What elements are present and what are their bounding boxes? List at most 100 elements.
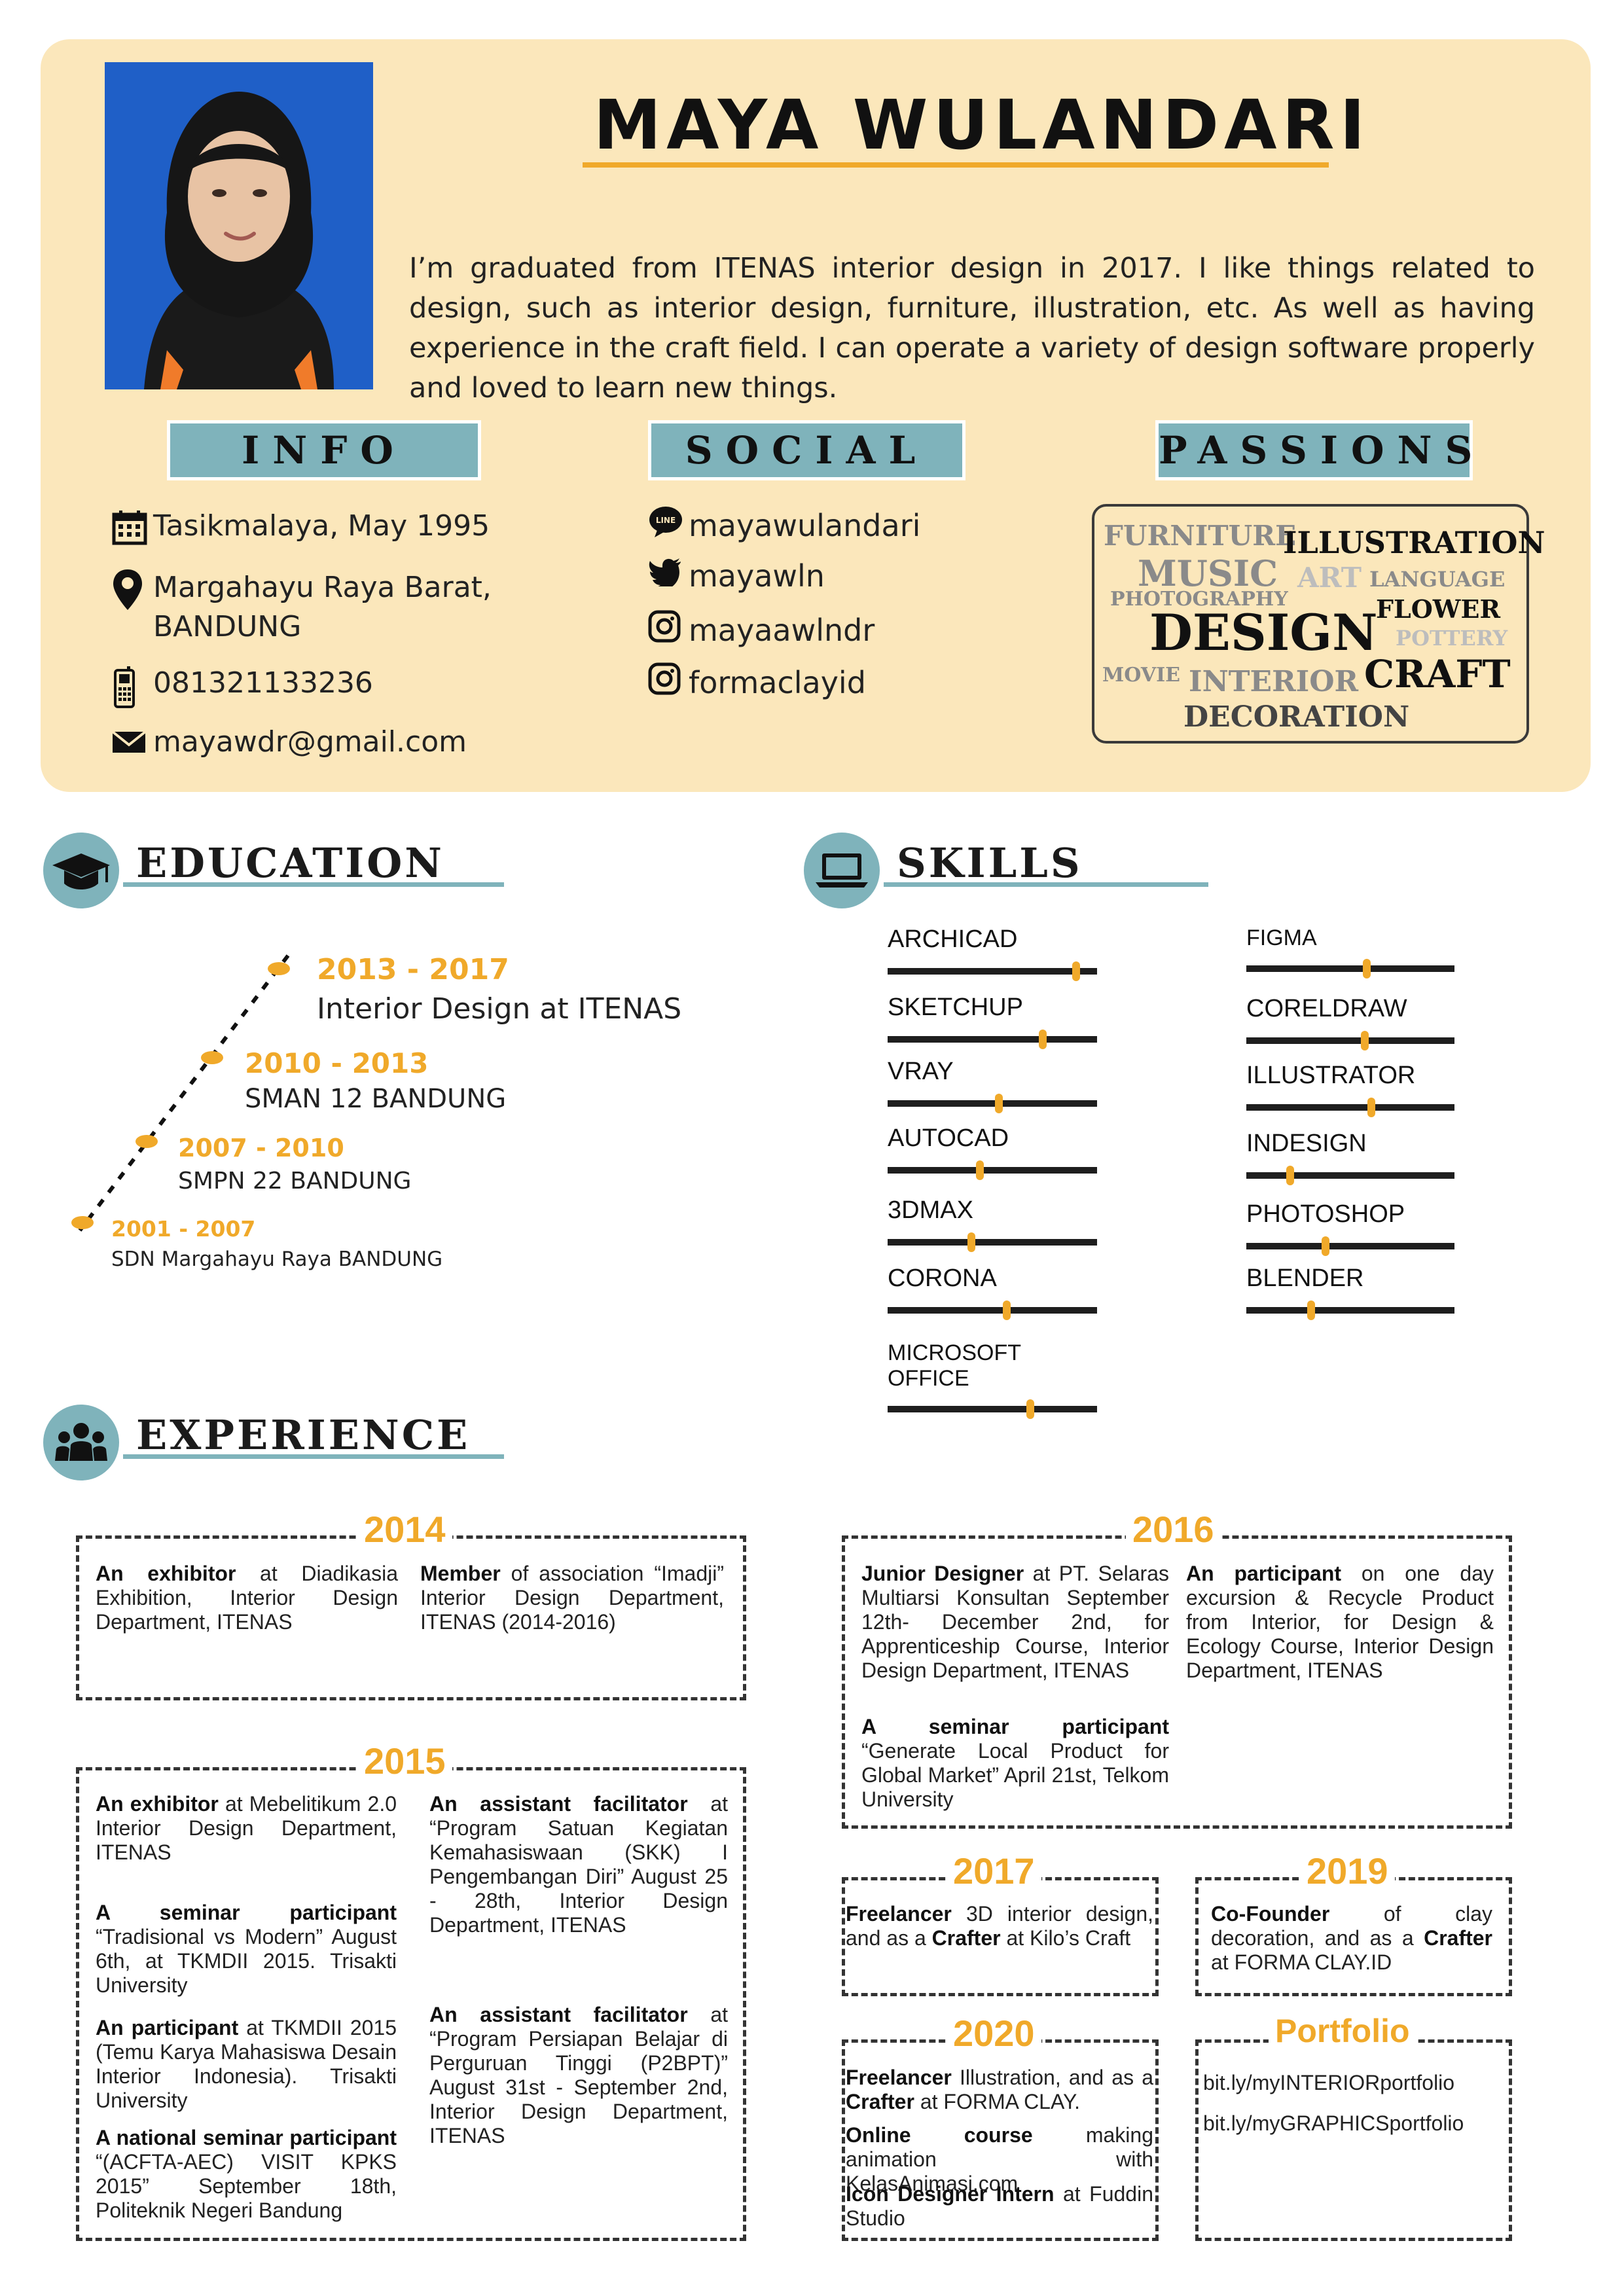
skill-level-marker bbox=[1367, 1098, 1375, 1117]
skill-name: MICROSOFT OFFICE bbox=[888, 1340, 1021, 1391]
skill-name: 3DMAX bbox=[888, 1196, 973, 1224]
skill-name: CORELDRAW bbox=[1246, 995, 1407, 1022]
skill-name: VRAY bbox=[888, 1058, 954, 1085]
experience-entry: An exhibitor at Mebelitikum 2.0 Interior… bbox=[96, 1792, 397, 1864]
experience-entry: An participant at TKMDII 2015 (Temu Kary… bbox=[96, 2016, 397, 2112]
line-badge-text: LINE bbox=[656, 516, 676, 525]
passion-word: LANGUAGE bbox=[1369, 567, 1506, 592]
info-heading: INFO bbox=[167, 420, 481, 480]
skill-level-marker bbox=[1003, 1300, 1011, 1320]
passion-word: MOVIE bbox=[1102, 664, 1180, 687]
experience-year-2019: 2019 bbox=[1300, 1850, 1395, 1892]
passion-word: FURNITURE bbox=[1104, 520, 1297, 552]
info-email: mayawdr@gmail.com bbox=[153, 725, 467, 759]
skill-row: VRAY bbox=[888, 1058, 1097, 1113]
line-app-icon: LINE bbox=[648, 505, 689, 545]
social-line-row: LINE mayawulandari bbox=[648, 505, 920, 545]
education-years: 2007 - 2010 bbox=[178, 1134, 344, 1162]
phone-icon bbox=[111, 666, 153, 717]
instagram-icon bbox=[648, 610, 689, 650]
experience-entry: A seminar participant “Generate Local Pr… bbox=[861, 1715, 1169, 1811]
skill-name: ARCHICAD bbox=[888, 925, 1018, 953]
skill-row: ILLUSTRATOR bbox=[1246, 1062, 1454, 1117]
portfolio-link-graphics[interactable]: bit.ly/myGRAPHICSportfolio bbox=[1203, 2111, 1464, 2135]
skill-level-marker bbox=[1307, 1300, 1315, 1320]
profile-photo bbox=[105, 62, 373, 389]
skill-level-marker bbox=[1363, 959, 1371, 978]
experience-entry: An exhibitor at Diadikasia Exhibition, I… bbox=[96, 1562, 399, 1634]
skill-level-bar bbox=[1246, 959, 1454, 978]
education-school: SDN Margahayu Raya BANDUNG bbox=[111, 1247, 443, 1271]
info-phone-row: 081321133236 bbox=[111, 666, 373, 717]
skill-row: CORELDRAW bbox=[1246, 995, 1454, 1050]
skill-row: BLENDER bbox=[1246, 1265, 1454, 1320]
info-birth: Tasikmalaya, May 1995 bbox=[153, 509, 490, 543]
info-birth-row: Tasikmalaya, May 1995 bbox=[111, 509, 490, 553]
skill-name: ILLUSTRATOR bbox=[1246, 1062, 1416, 1089]
passions-word-cloud: FURNITURE ILLUSTRATION MUSIC ART LANGUAG… bbox=[1092, 504, 1545, 744]
education-title: EDUCATION bbox=[136, 839, 444, 887]
experience-year-2015: 2015 bbox=[357, 1740, 452, 1782]
skill-name: FIGMA bbox=[1246, 925, 1317, 950]
skill-level-bar bbox=[888, 1094, 1097, 1113]
skill-level-marker bbox=[1321, 1236, 1329, 1256]
experience-year-2017: 2017 bbox=[947, 1850, 1041, 1892]
profile-name: MAYA WULANDARI bbox=[593, 85, 1371, 165]
experience-entry: Freelancer 3D interior design, and as a … bbox=[846, 1902, 1153, 1950]
experience-entry: A seminar participant “Tradisional vs Mo… bbox=[96, 1901, 397, 1997]
experience-entry: Junior Designer at PT. Selaras Multiarsi… bbox=[861, 1562, 1170, 1682]
experience-entry: An participant on one day excursion & Re… bbox=[1186, 1562, 1494, 1682]
passion-word: PHOTOGRAPHY bbox=[1110, 588, 1288, 611]
skill-level-bar bbox=[888, 1300, 1097, 1320]
passion-word: CRAFT bbox=[1364, 652, 1511, 696]
location-pin-icon bbox=[111, 568, 153, 622]
skill-row: PHOTOSHOP bbox=[1246, 1200, 1454, 1256]
social-line[interactable]: mayawulandari bbox=[689, 507, 921, 543]
graduation-cap-icon bbox=[52, 853, 110, 889]
twitter-icon bbox=[648, 558, 689, 594]
profile-summary: I’m graduated from ITENAS interior desig… bbox=[409, 252, 1535, 404]
experience-year-2014: 2014 bbox=[357, 1508, 452, 1551]
experience-entry: An assistant facilitator at “Program Per… bbox=[429, 2003, 729, 2147]
skill-name: BLENDER bbox=[1246, 1265, 1364, 1292]
education-timeline-line bbox=[71, 954, 290, 1232]
skill-level-marker bbox=[1072, 961, 1080, 981]
skill-name: INDESIGN bbox=[1246, 1130, 1367, 1157]
skills-title-underline bbox=[884, 882, 1208, 887]
info-address-row: Margahayu Raya Barat, BANDUNG bbox=[111, 568, 492, 647]
social-instagram-row-2: formaclayid bbox=[648, 662, 866, 702]
skill-level-bar bbox=[1246, 1236, 1454, 1256]
skills-title: SKILLS bbox=[897, 839, 1083, 887]
skill-row: CORONA bbox=[888, 1265, 1097, 1320]
laptop-icon bbox=[816, 853, 868, 888]
passion-word: POTTERY bbox=[1396, 626, 1508, 651]
skill-row: FIGMA bbox=[1246, 925, 1454, 978]
portfolio-title: Portfolio bbox=[1269, 2012, 1416, 2050]
skill-level-bar bbox=[888, 961, 1097, 981]
experience-entry: Member of association “Imadji” Interior … bbox=[420, 1562, 724, 1634]
skill-level-bar bbox=[1246, 1031, 1454, 1050]
social-instagram-1[interactable]: mayaawlndr bbox=[689, 612, 875, 648]
education-school: Interior Design at ITENAS bbox=[317, 992, 682, 1026]
portfolio-link-interior[interactable]: bit.ly/myINTERIORportfolio bbox=[1203, 2071, 1455, 2094]
social-instagram-2[interactable]: formaclayid bbox=[689, 664, 866, 700]
name-underline bbox=[583, 162, 1329, 168]
passion-word: DESIGN bbox=[1149, 603, 1378, 662]
skill-row: 3DMAX bbox=[888, 1196, 1097, 1252]
passions-heading: PASSIONS bbox=[1155, 420, 1473, 480]
skill-row: SKETCHUP bbox=[888, 994, 1097, 1049]
skill-name: CORONA bbox=[888, 1265, 997, 1292]
skill-level-marker bbox=[1026, 1399, 1034, 1419]
skills-icon-circle bbox=[804, 833, 880, 908]
skill-level-marker bbox=[1361, 1031, 1369, 1050]
passion-word: ART bbox=[1297, 562, 1362, 594]
skill-row: INDESIGN bbox=[1246, 1130, 1454, 1185]
experience-title-underline bbox=[123, 1454, 504, 1459]
skill-level-bar bbox=[888, 1160, 1097, 1180]
passion-word: DECORATION bbox=[1183, 700, 1410, 734]
experience-title: EXPERIENCE bbox=[136, 1411, 471, 1459]
social-twitter[interactable]: mayawln bbox=[689, 558, 825, 594]
info-address-line1: Margahayu Raya Barat, bbox=[153, 571, 492, 604]
team-icon bbox=[55, 1423, 107, 1461]
experience-entry: Freelancer Illustration, and as a Crafte… bbox=[846, 2066, 1153, 2113]
